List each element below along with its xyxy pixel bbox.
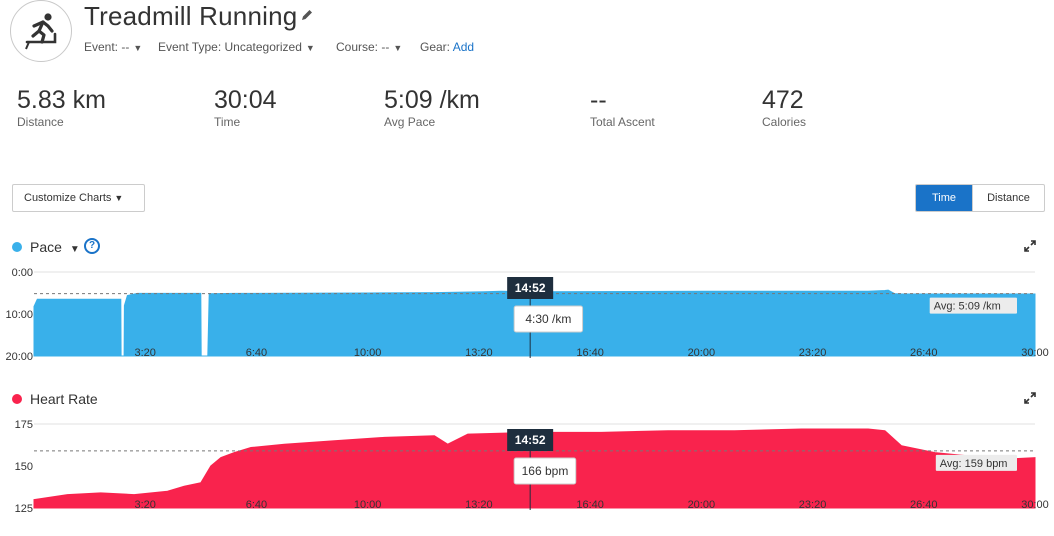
- x-tick-label: 6:40: [246, 499, 267, 511]
- heart-rate-chart[interactable]: 125 150 175 3:20 6:40 10:00 13:20 16:40 20:00 23:…: [0, 414, 1054, 514]
- cursor-time-badge: [507, 429, 554, 451]
- chevron-down-icon: ▼: [133, 43, 143, 53]
- time-toggle-button[interactable]: Time: [916, 185, 972, 211]
- x-tick-label: 10:00: [354, 347, 382, 359]
- chevron-down-icon: ▼: [69, 244, 80, 255]
- expand-icon[interactable]: [1024, 392, 1036, 404]
- stat-avg-pace: 5:09 /km Avg Pace: [384, 86, 480, 129]
- y-tick-label: 175: [15, 419, 33, 431]
- cursor-time-label: 14:52: [515, 281, 546, 295]
- y-tick-label: 150: [15, 461, 33, 473]
- x-tick-label: 10:00: [354, 499, 382, 511]
- pace-chart-header[interactable]: Pace ▼: [12, 239, 80, 255]
- x-tick-label: 26:40: [910, 347, 938, 359]
- pencil-icon[interactable]: [300, 8, 314, 22]
- help-icon[interactable]: ?: [84, 238, 100, 254]
- time-distance-toggle: Time Distance: [915, 184, 1045, 212]
- x-tick-label: 20:00: [688, 347, 716, 359]
- cursor-time-label: 14:52: [515, 433, 546, 447]
- distance-toggle-button[interactable]: Distance: [972, 185, 1044, 211]
- x-tick-label: 13:20: [465, 499, 493, 511]
- x-tick-label: 16:40: [576, 499, 604, 511]
- stat-time: 30:04 Time: [214, 86, 277, 129]
- stat-total-ascent: -- Total Ascent: [590, 86, 655, 129]
- chevron-down-icon: ▼: [114, 193, 124, 203]
- x-tick-label: 20:00: [688, 499, 716, 511]
- cursor-value-label: 4:30 /km: [525, 312, 571, 326]
- x-tick-label: 3:20: [135, 499, 156, 511]
- x-tick-label: 30:00: [1021, 499, 1049, 511]
- activity-title: Treadmill Running: [84, 1, 298, 31]
- y-tick-label: 20:00: [5, 351, 33, 362]
- chevron-down-icon: ▼: [305, 43, 315, 53]
- pace-legend-dot: [12, 242, 22, 253]
- average-label: Avg: 5:09 /km: [934, 301, 1001, 313]
- treadmill-runner-icon: [10, 0, 72, 62]
- course-dropdown[interactable]: Course: -- ▼: [336, 40, 403, 54]
- cursor-tooltip: [513, 457, 577, 485]
- y-tick-label: 0:00: [12, 267, 33, 279]
- x-tick-label: 30:00: [1021, 347, 1049, 359]
- x-tick-label: 23:20: [799, 499, 827, 511]
- pace-chart[interactable]: 0:00 10:00 20:00 3:20 6:40 10:00 13:20 16:40 20:…: [0, 262, 1054, 362]
- y-tick-label: 10:00: [5, 309, 33, 321]
- cursor-time-badge: [507, 277, 554, 299]
- expand-icon[interactable]: [1024, 240, 1036, 252]
- stat-calories: 472 Calories: [762, 86, 807, 129]
- customize-charts-button[interactable]: Customize Charts ▼: [12, 184, 145, 212]
- cursor-tooltip: [513, 305, 584, 333]
- gear-add-link[interactable]: Add: [452, 40, 475, 54]
- x-tick-label: 6:40: [246, 347, 267, 359]
- x-tick-label: 16:40: [576, 347, 604, 359]
- x-tick-label: 23:20: [799, 347, 827, 359]
- heart-rate-legend-dot: [12, 394, 22, 405]
- cursor-value-label: 166 bpm: [522, 464, 569, 478]
- event-type-dropdown[interactable]: Event Type: Uncategorized ▼: [158, 40, 315, 54]
- average-label: Avg: 159 bpm: [940, 458, 1008, 470]
- stat-distance: 5.83 km Distance: [17, 86, 106, 129]
- event-dropdown[interactable]: Event: -- ▼: [84, 40, 143, 54]
- x-tick-label: 3:20: [135, 347, 156, 359]
- average-label-bg: [935, 454, 1017, 471]
- x-tick-label: 26:40: [910, 499, 938, 511]
- heart-rate-chart-header: Heart Rate: [12, 391, 98, 407]
- y-tick-label: 125: [15, 503, 33, 514]
- average-label-bg: [929, 297, 1017, 314]
- x-tick-label: 13:20: [465, 347, 493, 359]
- chevron-down-icon: ▼: [393, 43, 403, 53]
- gear-field: Gear: Add: [420, 40, 475, 54]
